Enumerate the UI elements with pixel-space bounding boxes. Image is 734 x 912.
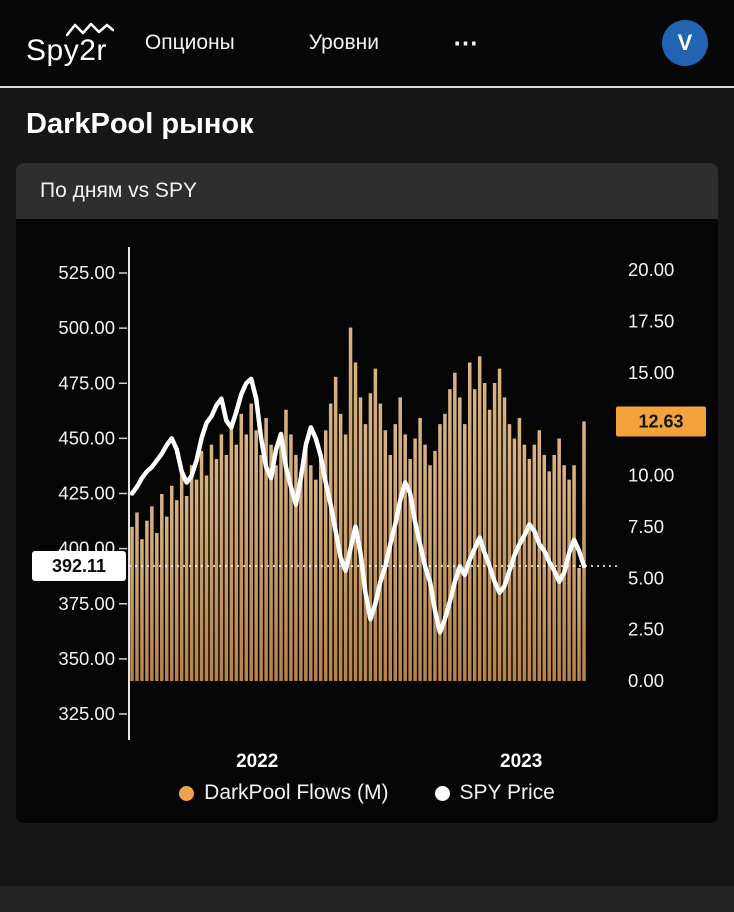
svg-text:2.50: 2.50 [628,619,664,640]
svg-text:450.00: 450.00 [58,427,115,448]
svg-text:12.63: 12.63 [638,411,683,431]
legend-item-darkpool-flows[interactable]: DarkPool Flows (M) [179,781,389,805]
svg-text:375.00: 375.00 [58,593,115,614]
legend-label-spy: SPY Price [459,781,555,804]
svg-text:17.50: 17.50 [628,310,674,331]
svg-text:325.00: 325.00 [58,703,115,724]
nav-item-options[interactable]: Опционы [144,31,235,54]
main-content: DarkPool рынок По дням vs SPY 525.00 500.… [0,88,734,823]
navbar: Spy2r Опционы Уровни ⋯ V [0,0,734,88]
svg-text:350.00: 350.00 [58,648,115,669]
avatar[interactable]: V [662,20,708,66]
spy-price-line [129,376,587,635]
logo-zigzag-icon [66,22,114,37]
svg-text:425.00: 425.00 [58,483,115,504]
svg-text:475.00: 475.00 [58,372,115,393]
svg-text:15.00: 15.00 [628,362,674,383]
svg-text:2022: 2022 [236,751,278,772]
svg-text:2023: 2023 [500,751,542,772]
nav-item-levels[interactable]: Уровни [308,31,379,54]
svg-text:525.00: 525.00 [58,262,115,283]
spy-price-badge: 392.11 [32,551,126,582]
footer-bar [0,886,734,912]
dual-axis-chart[interactable]: 525.00500.00475.00450.00425.00400.00375.… [16,219,718,779]
svg-text:5.00: 5.00 [628,567,664,588]
svg-text:20.00: 20.00 [628,259,674,280]
legend-dot-spy-icon [434,785,450,801]
svg-text:392.11: 392.11 [52,556,106,576]
chart-legend: DarkPool Flows (M) SPY Price [16,779,718,823]
x-axis-labels: 2022 2023 [236,751,542,772]
chart-area[interactable]: 525.00 500.00 475.00 450.00 425.00 400.00 375.… [16,219,718,779]
page-title: DarkPool рынок [26,108,254,140]
darkpool-flow-badge: 12.63 [616,406,706,437]
main-nav: Опционы Уровни ⋯ [145,28,481,58]
right-axis-labels: 20.00 17.50 15.00 10.00 7.50 5.00 2.50 0.00 [628,259,674,691]
chart-card: По дням vs SPY 525.00 500.00 475.00 450.00 4… [16,163,718,823]
logo-text: Spy2r [26,34,107,67]
svg-text:500.00: 500.00 [58,317,115,338]
svg-text:0.00: 0.00 [628,670,664,691]
legend-label-flows: DarkPool Flows (M) [204,781,389,804]
logo[interactable]: Spy2r [26,20,114,67]
svg-text:10.00: 10.00 [628,465,674,486]
card-header: По дням vs SPY [16,163,718,219]
left-axis-labels: 525.00500.00475.00450.00425.00400.00375.… [58,262,127,724]
darkpool-flow-bars [130,327,586,681]
nav-item-more[interactable]: ⋯ [452,29,481,57]
legend-item-spy-price[interactable]: SPY Price [434,781,555,805]
svg-text:7.50: 7.50 [628,516,664,537]
legend-dot-flows-icon [179,785,195,801]
card-title: По дням vs SPY [40,179,197,202]
